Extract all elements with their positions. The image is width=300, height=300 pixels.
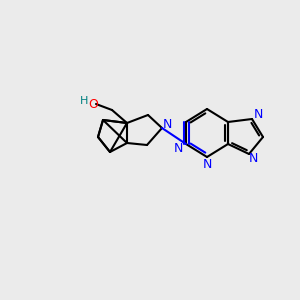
- Text: N: N: [162, 118, 172, 130]
- Text: H: H: [80, 96, 88, 106]
- Text: N: N: [248, 152, 258, 166]
- Text: N: N: [253, 109, 263, 122]
- Text: N: N: [202, 158, 212, 172]
- Text: N: N: [173, 142, 183, 154]
- Text: O: O: [88, 98, 98, 110]
